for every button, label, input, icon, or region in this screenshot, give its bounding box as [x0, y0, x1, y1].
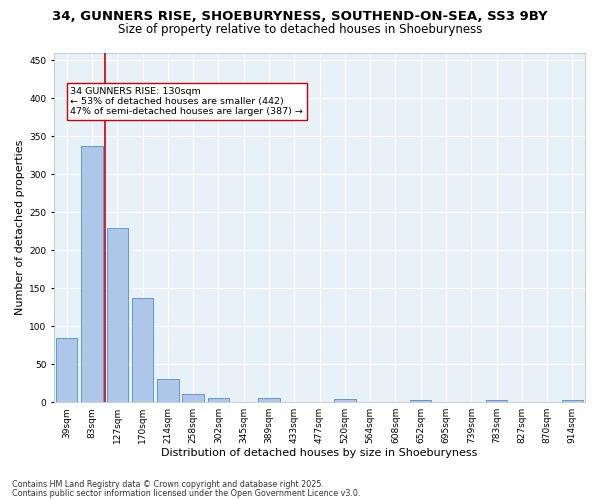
- Bar: [81, 146, 103, 402]
- Text: Contains public sector information licensed under the Open Government Licence v3: Contains public sector information licen…: [12, 488, 361, 498]
- Bar: [182, 394, 204, 402]
- Bar: [334, 399, 356, 402]
- Bar: [410, 400, 431, 402]
- Text: Size of property relative to detached houses in Shoeburyness: Size of property relative to detached ho…: [118, 22, 482, 36]
- Bar: [132, 298, 153, 402]
- Bar: [208, 398, 229, 402]
- Bar: [157, 380, 179, 402]
- Text: 34 GUNNERS RISE: 130sqm
← 53% of detached houses are smaller (442)
47% of semi-d: 34 GUNNERS RISE: 130sqm ← 53% of detache…: [70, 86, 304, 117]
- Y-axis label: Number of detached properties: Number of detached properties: [15, 140, 25, 315]
- Text: 34, GUNNERS RISE, SHOEBURYNESS, SOUTHEND-ON-SEA, SS3 9BY: 34, GUNNERS RISE, SHOEBURYNESS, SOUTHEND…: [52, 10, 548, 23]
- Bar: [486, 400, 507, 402]
- Bar: [56, 338, 77, 402]
- Bar: [107, 228, 128, 402]
- X-axis label: Distribution of detached houses by size in Shoeburyness: Distribution of detached houses by size …: [161, 448, 478, 458]
- Text: Contains HM Land Registry data © Crown copyright and database right 2025.: Contains HM Land Registry data © Crown c…: [12, 480, 324, 489]
- Bar: [258, 398, 280, 402]
- Bar: [562, 400, 583, 402]
